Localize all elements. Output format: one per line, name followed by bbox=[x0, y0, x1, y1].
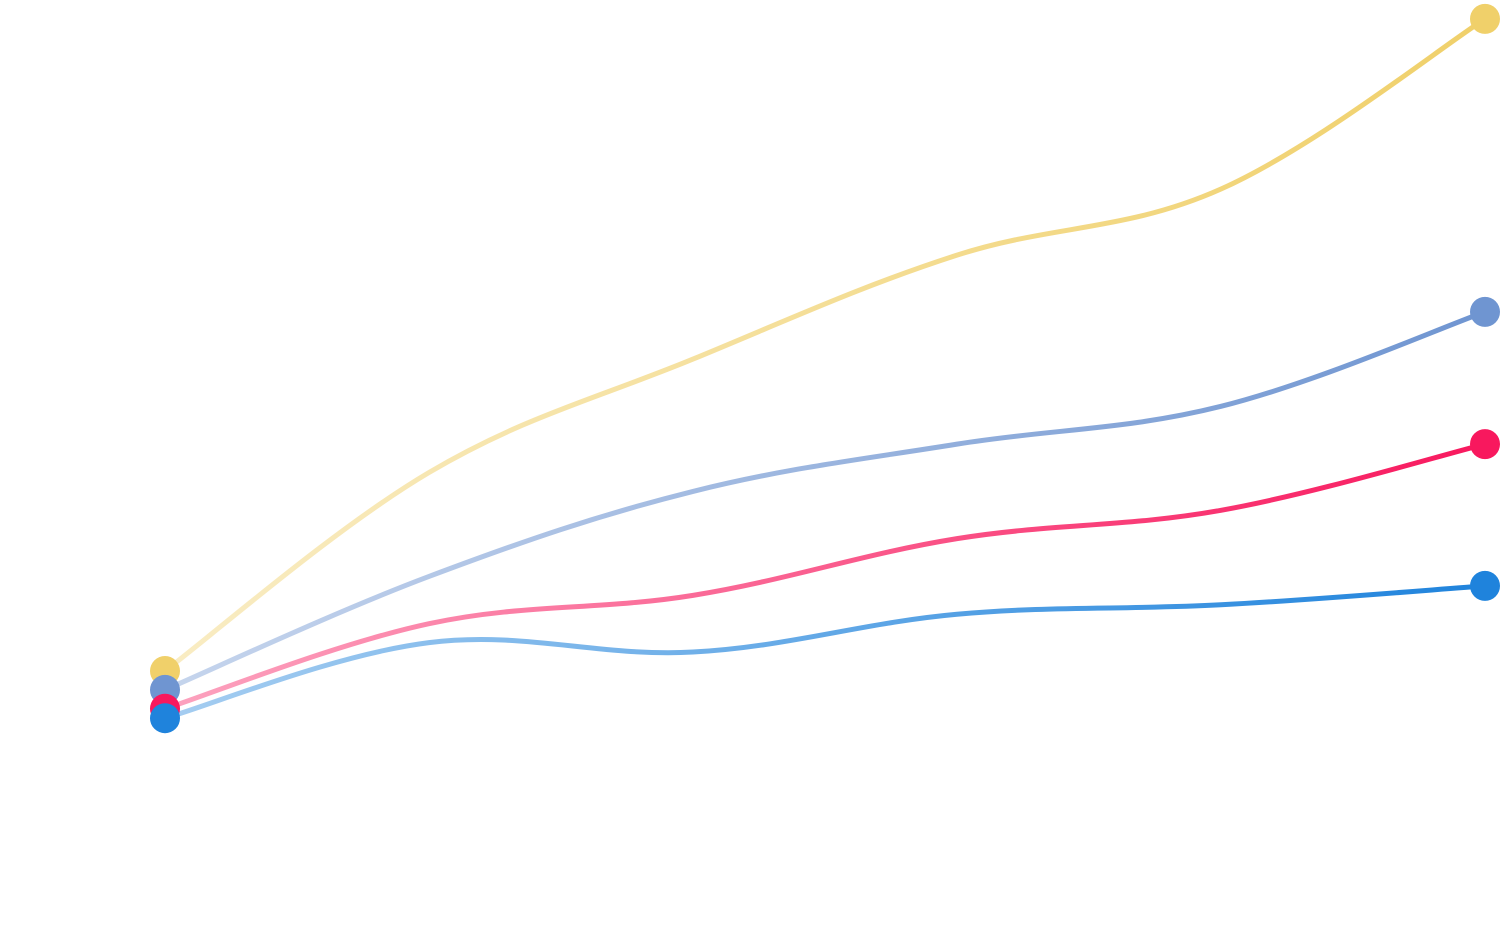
series-lines bbox=[162, 16, 1488, 721]
series-4-end-point bbox=[1470, 570, 1500, 601]
series-line-3 bbox=[162, 441, 1488, 712]
series-2-end-point bbox=[1470, 296, 1500, 327]
series-1-end-point bbox=[1470, 3, 1500, 34]
series-line-1 bbox=[162, 16, 1488, 674]
series-3-end-point bbox=[1470, 429, 1500, 460]
series-line-4 bbox=[162, 583, 1488, 721]
series-line-2 bbox=[162, 309, 1488, 693]
series-4-start-point bbox=[150, 703, 180, 734]
series-endpoints bbox=[150, 3, 1500, 734]
